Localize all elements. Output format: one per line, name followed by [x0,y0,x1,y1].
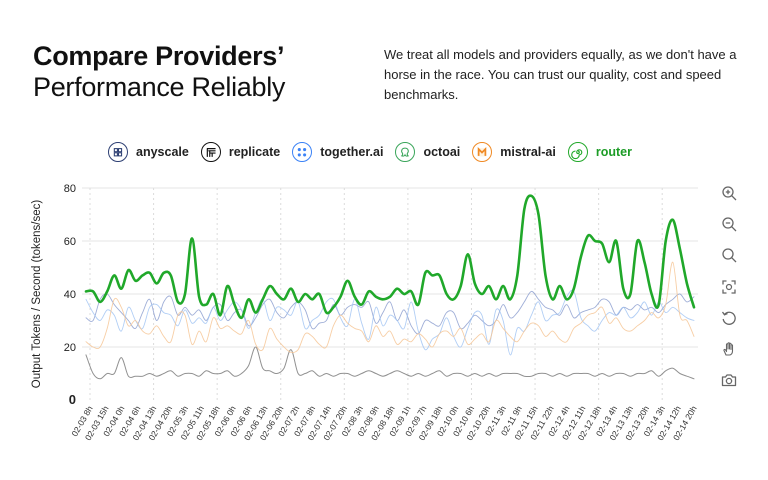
legend-label: replicate [228,145,281,159]
legend-item-mistral-ai[interactable]: mistral-ai [472,142,556,162]
zoom-in-icon[interactable] [718,182,740,204]
page-title-bold: Compare Providers’ [33,41,285,71]
y-tick-label: 60 [64,236,76,248]
legend-item-together-ai[interactable]: together.ai [292,142,383,162]
legend-label: router [595,145,632,159]
reset-icon[interactable] [718,307,740,329]
legend-label: mistral-ai [500,145,556,159]
octoai-icon [395,142,416,162]
router-icon [567,142,588,162]
search-icon[interactable] [718,244,740,266]
page-description: We treat all models and providers equall… [384,47,737,102]
together-ai-icon [292,142,313,162]
legend-label: together.ai [320,145,384,159]
page-title-light: Performance Reliably [33,72,286,102]
fit-screen-icon[interactable] [718,276,740,298]
series-line-router [84,194,696,320]
y-tick-label: 0 [69,392,76,407]
mistral-ai-icon [472,142,493,162]
chart-toolbar [718,182,740,400]
zoom-out-icon[interactable] [718,213,740,235]
chart-legend: anyscale replicate together.ai octoai mistra… [108,138,644,166]
series-line-together-ai [85,289,695,356]
series-line-replicate [85,346,695,380]
legend-item-octoai[interactable]: octoai [395,142,460,162]
anyscale-icon [108,142,128,162]
legend-label: anyscale [136,145,189,159]
y-tick-label: 20 [64,342,76,354]
y-axis-label: Output Tokens / Second (tokens/sec) [31,200,43,389]
replicate-icon [200,142,221,162]
y-tick-label: 40 [64,289,76,301]
series-line-mistral-ai [85,261,695,353]
series-line-anyscale [85,290,695,335]
legend-label: octoai [423,145,461,159]
camera-icon[interactable] [718,369,740,391]
legend-item-router[interactable]: router [567,142,632,162]
legend-item-replicate[interactable]: replicate [200,142,281,162]
pan-hand-icon[interactable] [718,338,740,360]
legend-item-anyscale[interactable]: anyscale [108,142,189,162]
y-tick-label: 80 [64,183,76,195]
page-heading: Compare Providers’ Performance Reliably [33,41,353,103]
line-chart: 0 20 40 60 80 Output Tokens / Second (tokens/… [31,183,699,442]
